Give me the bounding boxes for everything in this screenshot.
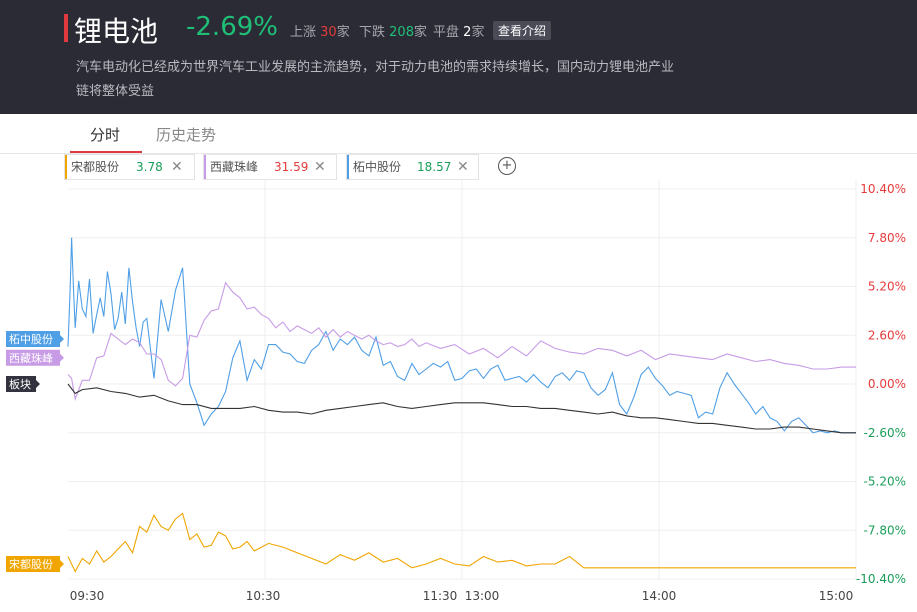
tab-divider <box>0 153 917 154</box>
left-series-label-arrow <box>60 335 64 343</box>
chip-value: 18.57 <box>417 160 452 174</box>
sector-change-pct: -2.69% <box>186 12 278 42</box>
chip-value: 31.59 <box>274 160 309 174</box>
series-line-板块 <box>67 383 856 434</box>
y-tick-label: -10.40% <box>856 572 906 586</box>
chip-name: 宋都股份 <box>71 160 120 174</box>
left-series-label-bg <box>6 376 36 392</box>
chip-name: 柘中股份 <box>353 160 402 174</box>
sector-description: 汽车电动化已经成为世界汽车工业发展的主流趋势，对于动力电池的需求持续增长，国内动… <box>76 60 675 99</box>
up-count: 30 <box>320 25 337 40</box>
series-line-宋都股份 <box>67 512 856 573</box>
x-tick-label: 15:00 <box>819 589 854 603</box>
flat-label: 平盘 <box>433 25 460 40</box>
tab-history[interactable]: 历史走势 <box>156 126 217 144</box>
close-icon[interactable]: ✕ <box>314 159 326 175</box>
active-tab-indicator <box>70 151 142 153</box>
up-label: 上涨 <box>290 25 317 40</box>
y-tick-label: 7.80% <box>868 231 906 245</box>
chip-color-bar <box>204 155 206 179</box>
left-series-label-bg <box>6 349 60 366</box>
down-unit: 家 <box>413 25 427 40</box>
y-tick-label: -5.20% <box>864 475 906 489</box>
down-count: 208 <box>389 25 414 40</box>
left-series-label: 西藏珠峰 <box>9 351 53 365</box>
x-tick-label: 11:30 <box>423 589 458 603</box>
y-tick-label: 2.60% <box>868 328 906 342</box>
flat-count: 2 <box>463 25 472 40</box>
chip-color-bar <box>65 155 67 179</box>
flat-stat: 平盘 2家 <box>433 21 484 40</box>
x-tick-label: 09:30 <box>70 589 105 603</box>
left-series-label: 板块 <box>9 377 31 391</box>
y-tick-label: -7.80% <box>864 523 906 537</box>
x-tick-label: 10:30 <box>246 589 281 603</box>
x-tick-label: 13:00 <box>465 589 500 603</box>
series-line-柘中股份 <box>67 237 856 434</box>
flat-unit: 家 <box>471 25 485 40</box>
left-series-label-arrow <box>36 380 40 388</box>
chip-value: 3.78 <box>136 160 163 174</box>
tab-intraday[interactable]: 分时 <box>90 126 121 144</box>
left-series-label-bg <box>6 331 60 347</box>
series-line-西藏珠峰 <box>67 281 856 402</box>
y-tick-label: -2.60% <box>864 426 906 440</box>
down-stat: 下跌 208家 <box>359 21 427 40</box>
stock-chip-songdu[interactable]: 宋都股份 3.78 ✕ <box>64 154 195 180</box>
y-tick-label: 0.00% <box>868 377 906 391</box>
close-icon[interactable]: ✕ <box>171 159 183 175</box>
header: 锂电池 -2.69% 上涨 30家 下跌 208家 平盘 2家 查看介绍 汽车电… <box>0 0 917 114</box>
up-stat: 上涨 30家 <box>290 21 350 40</box>
left-series-label: 宋都股份 <box>9 557 53 571</box>
plus-circle-icon[interactable]: + <box>498 157 516 175</box>
stock-chip-zhezhong[interactable]: 柘中股份 18.57 ✕ <box>346 154 479 180</box>
title-accent-bar <box>64 14 68 42</box>
chip-name: 西藏珠峰 <box>210 160 259 174</box>
left-series-label-arrow <box>60 560 64 568</box>
down-label: 下跌 <box>359 25 386 40</box>
stock-chip-xizang[interactable]: 西藏珠峰 31.59 ✕ <box>203 154 337 180</box>
left-series-label-arrow <box>60 353 64 362</box>
y-tick-label: 5.20% <box>868 280 906 294</box>
sector-title: 锂电池 <box>74 15 159 48</box>
left-series-label-bg <box>6 556 60 572</box>
left-series-label: 柘中股份 <box>9 332 53 346</box>
chip-color-bar <box>347 155 349 179</box>
view-intro-button[interactable]: 查看介绍 <box>493 21 552 40</box>
close-icon[interactable]: ✕ <box>457 159 469 175</box>
up-unit: 家 <box>336 25 350 40</box>
x-tick-label: 14:00 <box>642 589 677 603</box>
y-tick-label: 10.40% <box>860 182 906 196</box>
